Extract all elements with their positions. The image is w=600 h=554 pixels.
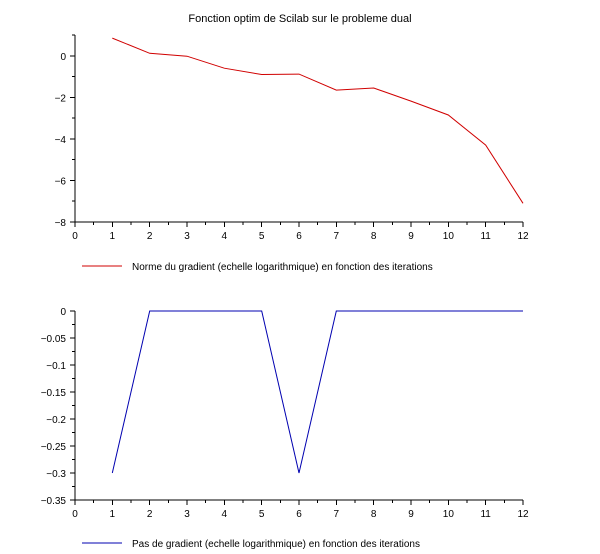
x-tick-label: 6 (296, 231, 302, 242)
y-tick-label: 0 (60, 52, 66, 63)
y-tick-label: −0.2 (46, 415, 66, 426)
x-tick-label: 12 (517, 231, 529, 242)
legend-label: Norme du gradient (echelle logarithmique… (132, 262, 433, 273)
y-tick-label: 0 (60, 307, 66, 318)
y-tick-label: −6 (55, 176, 67, 187)
x-tick-label: 0 (72, 509, 78, 520)
y-tick-label: −0.15 (41, 388, 67, 399)
bottom-plot: 0 1 2 3 4 5 6 7 8 9 10 11 120−0.05−0.1−0.15−0.2−0.25… (41, 307, 529, 550)
y-tick-label: −2 (55, 93, 67, 104)
x-tick-label: 10 (443, 509, 455, 520)
x-tick-label: 0 (72, 231, 78, 242)
y-tick-label: −4 (55, 135, 67, 146)
series-line (111, 310, 523, 474)
y-tick-label: −0.35 (41, 496, 67, 507)
y-tick-label: −8 (55, 218, 67, 229)
x-tick-label: 5 (259, 231, 265, 242)
x-tick-label: 11 (480, 231, 491, 242)
x-tick-label: 1 (110, 231, 116, 242)
x-tick-label: 7 (334, 509, 340, 520)
y-tick-label: −0.1 (46, 361, 66, 372)
x-tick-label: 2 (147, 509, 153, 520)
x-tick-label: 5 (259, 509, 265, 520)
x-tick-label: 6 (296, 509, 302, 520)
x-tick-label: 3 (184, 231, 190, 242)
x-tick-label: 7 (334, 231, 340, 242)
x-tick-label: 9 (408, 509, 414, 520)
y-tick-label: −0.05 (41, 334, 67, 345)
x-tick-label: 3 (184, 509, 190, 520)
x-tick-label: 10 (443, 231, 455, 242)
series-line (112, 37, 524, 204)
y-tick-label: −0.3 (46, 469, 66, 480)
x-tick-label: 2 (147, 231, 153, 242)
x-tick-label: 4 (222, 509, 228, 520)
x-tick-label: 9 (408, 231, 414, 242)
x-tick-label: 12 (517, 509, 529, 520)
x-tick-label: 11 (480, 509, 491, 520)
x-tick-label: 4 (222, 231, 228, 242)
legend-label: Pas de gradient (echelle logarithmique) … (132, 539, 420, 550)
figure-title: Fonction optim de Scilab sur le probleme… (188, 13, 411, 25)
x-tick-label: 8 (371, 509, 377, 520)
y-tick-label: −0.25 (41, 442, 67, 453)
x-tick-label: 1 (110, 509, 116, 520)
x-tick-label: 8 (371, 231, 377, 242)
